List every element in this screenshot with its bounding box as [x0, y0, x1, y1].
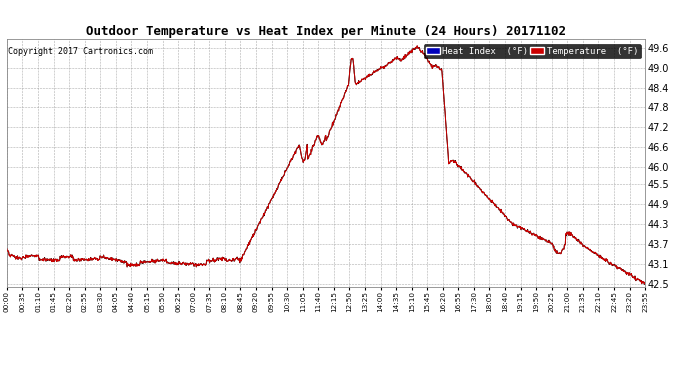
Text: Copyright 2017 Cartronics.com: Copyright 2017 Cartronics.com — [8, 47, 152, 56]
Title: Outdoor Temperature vs Heat Index per Minute (24 Hours) 20171102: Outdoor Temperature vs Heat Index per Mi… — [86, 25, 566, 38]
Legend: Heat Index  (°F), Temperature  (°F): Heat Index (°F), Temperature (°F) — [424, 44, 640, 58]
